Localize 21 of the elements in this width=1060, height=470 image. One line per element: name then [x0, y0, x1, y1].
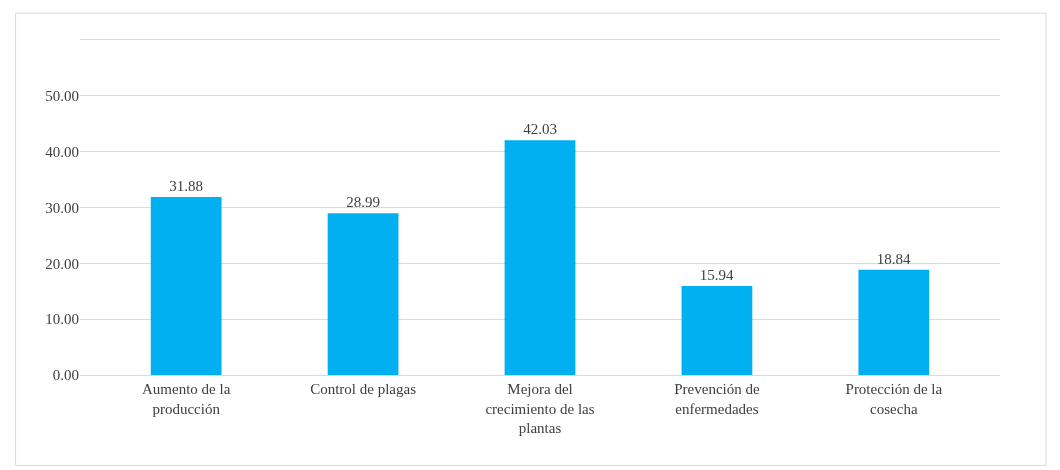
bar	[150, 197, 222, 375]
y-tick-label: 0.00	[52, 367, 79, 384]
x-tick-label: Prevención de enfermedades	[674, 381, 760, 417]
x-tick-label: Mejora del crecimiento de las plantas	[485, 381, 595, 436]
data-label: 28.99	[346, 194, 380, 211]
data-label: 31.88	[169, 178, 204, 194]
bar	[327, 213, 399, 375]
bar	[504, 140, 576, 375]
data-label: 18.84	[876, 250, 911, 267]
bar	[681, 286, 753, 375]
y-tick-label: 10.00	[45, 311, 79, 328]
y-tick-label: 30.00	[45, 199, 79, 216]
x-tick-label: Protección de la cosecha	[845, 381, 943, 417]
y-tick-label: 40.00	[45, 143, 79, 160]
data-label: 42.03	[523, 121, 557, 138]
bar	[858, 269, 930, 375]
y-tick-label: 20.00	[45, 255, 79, 272]
x-tick-label: Control de plagas	[310, 381, 417, 397]
data-label: 15.94	[699, 267, 735, 283]
x-tick-label: Aumento de la producción	[141, 381, 231, 417]
y-tick-label: 50.00	[45, 88, 79, 105]
